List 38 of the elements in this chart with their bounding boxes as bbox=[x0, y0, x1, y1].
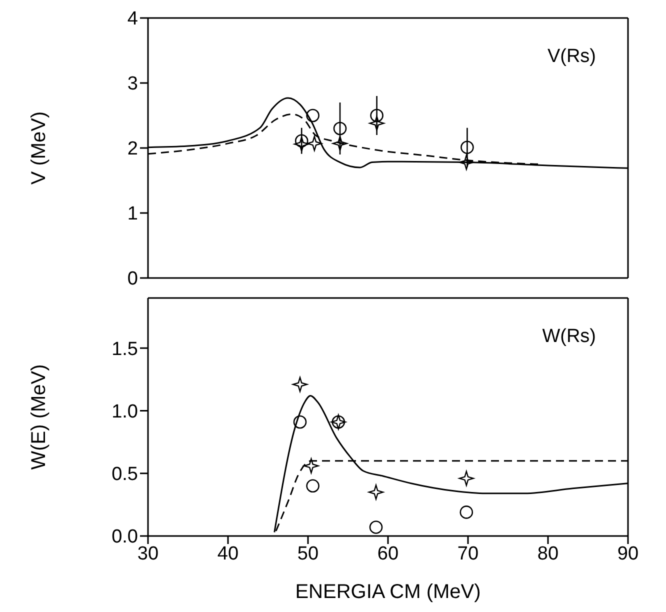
y-axis-title: V (MeV) bbox=[28, 111, 50, 185]
point bbox=[306, 108, 320, 122]
x-axis-title: ENERGIA CM (MeV) bbox=[295, 581, 481, 603]
y-tick-label: 1.5 bbox=[112, 338, 138, 360]
point bbox=[369, 116, 384, 131]
x-tick-label: 80 bbox=[537, 543, 559, 564]
point bbox=[332, 136, 348, 152]
point bbox=[460, 506, 474, 519]
point bbox=[370, 108, 384, 122]
x-tick-label: 30 bbox=[137, 543, 159, 564]
point bbox=[293, 415, 307, 429]
point bbox=[292, 376, 308, 392]
x-tick-label: 90 bbox=[617, 543, 639, 564]
point bbox=[333, 122, 347, 136]
y-tick-label: 0 bbox=[127, 268, 138, 290]
y-tick-label: 0.5 bbox=[112, 464, 138, 486]
point bbox=[369, 520, 383, 534]
y-tick-label: 3 bbox=[127, 74, 138, 95]
y-tick-label: 4 bbox=[127, 8, 138, 30]
point bbox=[458, 470, 474, 486]
x-tick-label: 40 bbox=[217, 543, 239, 564]
x-tick-label: 60 bbox=[377, 543, 399, 564]
annotation: V(Rs) bbox=[547, 46, 596, 68]
y-tick-label: 0.0 bbox=[112, 526, 138, 548]
point bbox=[294, 136, 310, 152]
x-tick-label: 70 bbox=[457, 543, 479, 564]
point bbox=[458, 154, 474, 170]
point bbox=[306, 136, 322, 152]
y-axis-title: W(E) (MeV) bbox=[28, 364, 50, 470]
annotation: W(Rs) bbox=[542, 326, 596, 348]
point bbox=[460, 140, 474, 154]
y-tick-label: 2 bbox=[127, 138, 138, 160]
point bbox=[368, 484, 384, 500]
y-tick-label: 1 bbox=[127, 204, 138, 225]
x-tick-label: 50 bbox=[297, 543, 319, 564]
point bbox=[306, 479, 320, 493]
y-tick-label: 1.0 bbox=[112, 401, 138, 422]
point bbox=[304, 458, 319, 474]
